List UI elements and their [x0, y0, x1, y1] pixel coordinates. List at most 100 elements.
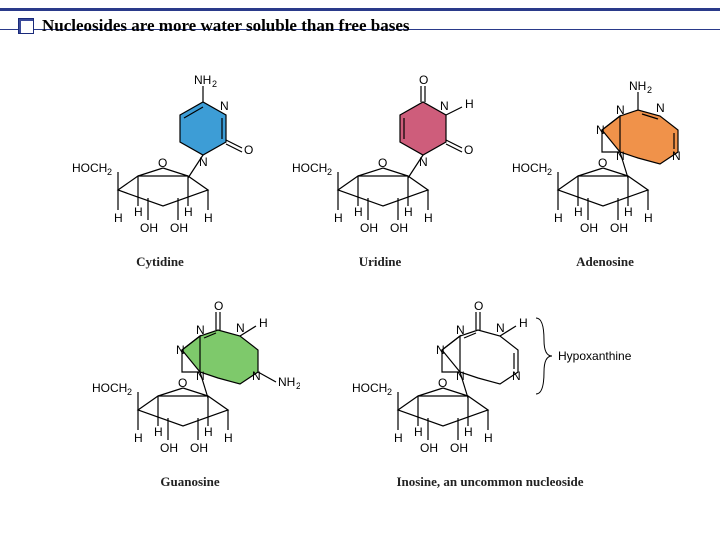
svg-text:OH: OH — [170, 221, 188, 235]
svg-text:2: 2 — [547, 167, 552, 177]
atom-nh2: NH — [194, 73, 211, 87]
svg-text:H: H — [259, 316, 268, 330]
svg-text:O: O — [378, 156, 387, 170]
svg-text:OH: OH — [390, 221, 408, 235]
svg-text:OH: OH — [190, 441, 208, 455]
svg-text:H: H — [334, 211, 343, 225]
svg-text:H: H — [224, 431, 233, 445]
ribose: O HOCH 2 H H H H OH OH — [292, 156, 433, 235]
label-adenosine: Adenosine — [500, 254, 710, 270]
svg-text:N: N — [196, 323, 205, 337]
svg-text:N: N — [672, 149, 681, 163]
svg-text:H: H — [114, 211, 123, 225]
label-cytidine: Cytidine — [60, 254, 260, 270]
title-bullet — [18, 18, 34, 34]
svg-text:H: H — [574, 205, 583, 219]
ribose: O HOCH 2 H H H H OH OH — [72, 156, 213, 235]
svg-text:O: O — [474, 299, 483, 313]
atom-n: N — [220, 99, 229, 113]
svg-text:H: H — [644, 211, 653, 225]
label-guanosine: Guanosine — [80, 474, 300, 490]
svg-text:H: H — [204, 211, 213, 225]
svg-text:O: O — [464, 143, 473, 157]
svg-text:2: 2 — [107, 167, 112, 177]
svg-text:H: H — [624, 205, 633, 219]
svg-text:N: N — [436, 343, 445, 357]
svg-text:H: H — [394, 431, 403, 445]
svg-text:N: N — [616, 103, 625, 117]
svg-text:N: N — [419, 155, 428, 169]
svg-text:H: H — [414, 425, 423, 439]
svg-text:2: 2 — [647, 85, 652, 95]
svg-text:H: H — [464, 425, 473, 439]
inosine-svg: N N N N N O H Hypoxanthine O HOCH — [340, 280, 640, 470]
svg-text:OH: OH — [360, 221, 378, 235]
svg-text:H: H — [519, 316, 528, 330]
svg-text:N: N — [596, 123, 605, 137]
svg-text:OH: OH — [610, 221, 628, 235]
svg-text:OH: OH — [140, 221, 158, 235]
svg-text:N: N — [252, 369, 261, 383]
svg-text:HOCH: HOCH — [352, 381, 387, 395]
svg-text:N: N — [656, 101, 665, 115]
svg-text:N: N — [512, 369, 521, 383]
svg-text:N: N — [456, 369, 465, 383]
ribose: O HOCH 2 H H H H OH OH — [92, 376, 233, 455]
side-label: Hypoxanthine — [558, 349, 632, 363]
svg-text:N: N — [176, 343, 185, 357]
svg-text:H: H — [204, 425, 213, 439]
inosine-base-ring — [442, 330, 518, 384]
svg-text:2: 2 — [327, 167, 332, 177]
row-1: N N O NH 2 O HOCH 2 — [0, 60, 720, 270]
svg-text:H: H — [424, 211, 433, 225]
guanosine-svg: N N N N N O H NH 2 O HOCH — [80, 280, 300, 470]
row-2: N N N N N O H NH 2 O HOCH — [0, 280, 720, 490]
svg-text:O: O — [158, 156, 167, 170]
atom-nh2-sub: 2 — [212, 79, 217, 89]
svg-text:N: N — [236, 321, 245, 335]
svg-text:H: H — [484, 431, 493, 445]
svg-text:N: N — [496, 321, 505, 335]
uridine-svg: N N O O H O HOCH 2 — [280, 60, 480, 250]
svg-text:H: H — [465, 97, 474, 111]
ribose: O HOCH 2 H H H H OH OH — [512, 156, 653, 235]
cytidine-svg: N N O NH 2 O HOCH 2 — [60, 60, 260, 250]
svg-text:O: O — [598, 156, 607, 170]
molecule-adenosine: N N N N N NH 2 O HOCH 2 — [500, 60, 710, 270]
svg-text:HOCH: HOCH — [92, 381, 127, 395]
svg-text:2: 2 — [296, 381, 300, 391]
svg-text:2: 2 — [387, 387, 392, 397]
label-inosine: Inosine, an uncommon nucleoside — [340, 474, 640, 490]
adenosine-base-ring — [602, 110, 678, 164]
label-uridine: Uridine — [280, 254, 480, 270]
ribose: O HOCH 2 H H H H OH OH — [352, 376, 493, 455]
svg-text:H: H — [554, 211, 563, 225]
svg-text:H: H — [154, 425, 163, 439]
molecule-cytidine: N N O NH 2 O HOCH 2 — [60, 60, 260, 270]
svg-text:NH: NH — [278, 375, 295, 389]
svg-text:HOCH: HOCH — [72, 161, 107, 175]
svg-text:HOCH: HOCH — [512, 161, 547, 175]
svg-text:OH: OH — [450, 441, 468, 455]
svg-text:OH: OH — [160, 441, 178, 455]
molecule-inosine: N N N N N O H Hypoxanthine O HOCH — [340, 280, 640, 490]
atom-n: N — [199, 155, 208, 169]
svg-text:HOCH: HOCH — [292, 161, 327, 175]
molecule-uridine: N N O O H O HOCH 2 — [280, 60, 480, 270]
svg-text:N: N — [456, 323, 465, 337]
svg-text:O: O — [178, 376, 187, 390]
svg-text:OH: OH — [420, 441, 438, 455]
adenosine-svg: N N N N N NH 2 O HOCH 2 — [500, 60, 710, 250]
svg-text:N: N — [616, 149, 625, 163]
svg-text:H: H — [134, 431, 143, 445]
svg-text:O: O — [419, 73, 428, 87]
svg-text:OH: OH — [580, 221, 598, 235]
svg-text:H: H — [354, 205, 363, 219]
svg-text:NH: NH — [629, 79, 646, 93]
svg-text:N: N — [196, 369, 205, 383]
molecule-guanosine: N N N N N O H NH 2 O HOCH — [80, 280, 300, 490]
svg-text:N: N — [440, 99, 449, 113]
slide-title: Nucleosides are more water soluble than … — [42, 16, 410, 36]
svg-text:2: 2 — [127, 387, 132, 397]
svg-text:H: H — [184, 205, 193, 219]
